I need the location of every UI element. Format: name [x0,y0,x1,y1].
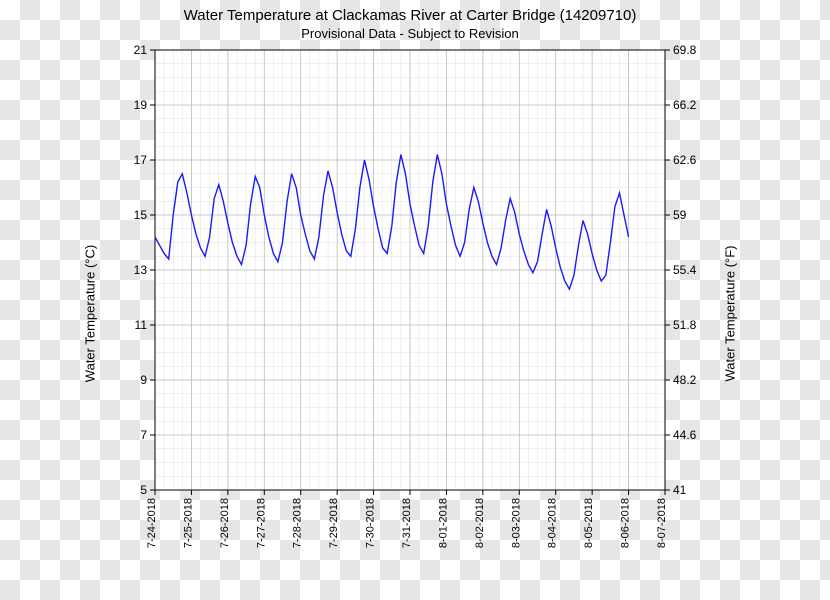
svg-text:8-01-2018: 8-01-2018 [437,498,449,548]
svg-text:8-03-2018: 8-03-2018 [510,498,522,548]
svg-text:51.8: 51.8 [673,318,697,332]
svg-text:21: 21 [134,45,148,57]
svg-text:7-29-2018: 7-29-2018 [328,498,340,548]
svg-text:9: 9 [140,373,147,387]
svg-text:7-28-2018: 7-28-2018 [292,498,304,548]
svg-text:8-04-2018: 8-04-2018 [547,498,559,548]
svg-text:55.4: 55.4 [673,263,697,277]
svg-text:13: 13 [134,263,148,277]
plot-area-wrap: Water Temperature (°C) Water Temperature… [100,45,720,585]
svg-text:7-30-2018: 7-30-2018 [365,498,377,548]
y-left-ticks: 5 7 9 11 13 15 17 19 21 [134,45,155,497]
svg-text:8-05-2018: 8-05-2018 [583,498,595,548]
svg-text:48.2: 48.2 [673,373,697,387]
svg-text:7-24-2018: 7-24-2018 [146,498,158,548]
svg-text:15: 15 [134,208,148,222]
svg-text:7-31-2018: 7-31-2018 [401,498,413,548]
svg-text:66.2: 66.2 [673,98,697,112]
chart-title: Water Temperature at Clackamas River at … [100,7,720,24]
chart-subtitle: Provisional Data - Subject to Revision [100,26,720,41]
svg-text:7-27-2018: 7-27-2018 [255,498,267,548]
y-axis-right-label: Water Temperature (°F) [723,246,738,382]
chart-svg: 5 7 9 11 13 15 17 19 21 41 44.6 48.2 51.8 55.4 59 62.6 6… [100,45,720,585]
svg-text:44.6: 44.6 [673,428,697,442]
svg-text:5: 5 [140,483,147,497]
svg-text:62.6: 62.6 [673,153,697,167]
svg-text:19: 19 [134,98,148,112]
svg-text:7-26-2018: 7-26-2018 [219,498,231,548]
svg-text:8-02-2018: 8-02-2018 [474,498,486,548]
svg-text:11: 11 [135,318,148,332]
svg-text:17: 17 [134,153,148,167]
svg-text:69.8: 69.8 [673,45,697,57]
svg-text:8-06-2018: 8-06-2018 [620,498,632,548]
svg-text:8-07-2018: 8-07-2018 [656,498,668,548]
x-ticks: 7-24-2018 7-25-2018 7-26-2018 7-27-2018 7-28… [146,490,668,548]
svg-text:7: 7 [140,428,147,442]
svg-text:59: 59 [673,208,687,222]
chart-titles: Water Temperature at Clackamas River at … [100,7,720,41]
svg-text:41: 41 [673,483,687,497]
y-axis-left-label: Water Temperature (°C) [83,245,98,382]
temperature-chart: Water Temperature at Clackamas River at … [100,5,720,595]
svg-text:7-25-2018: 7-25-2018 [182,498,194,548]
y-right-ticks: 41 44.6 48.2 51.8 55.4 59 62.6 66.2 69.8 [665,45,697,497]
